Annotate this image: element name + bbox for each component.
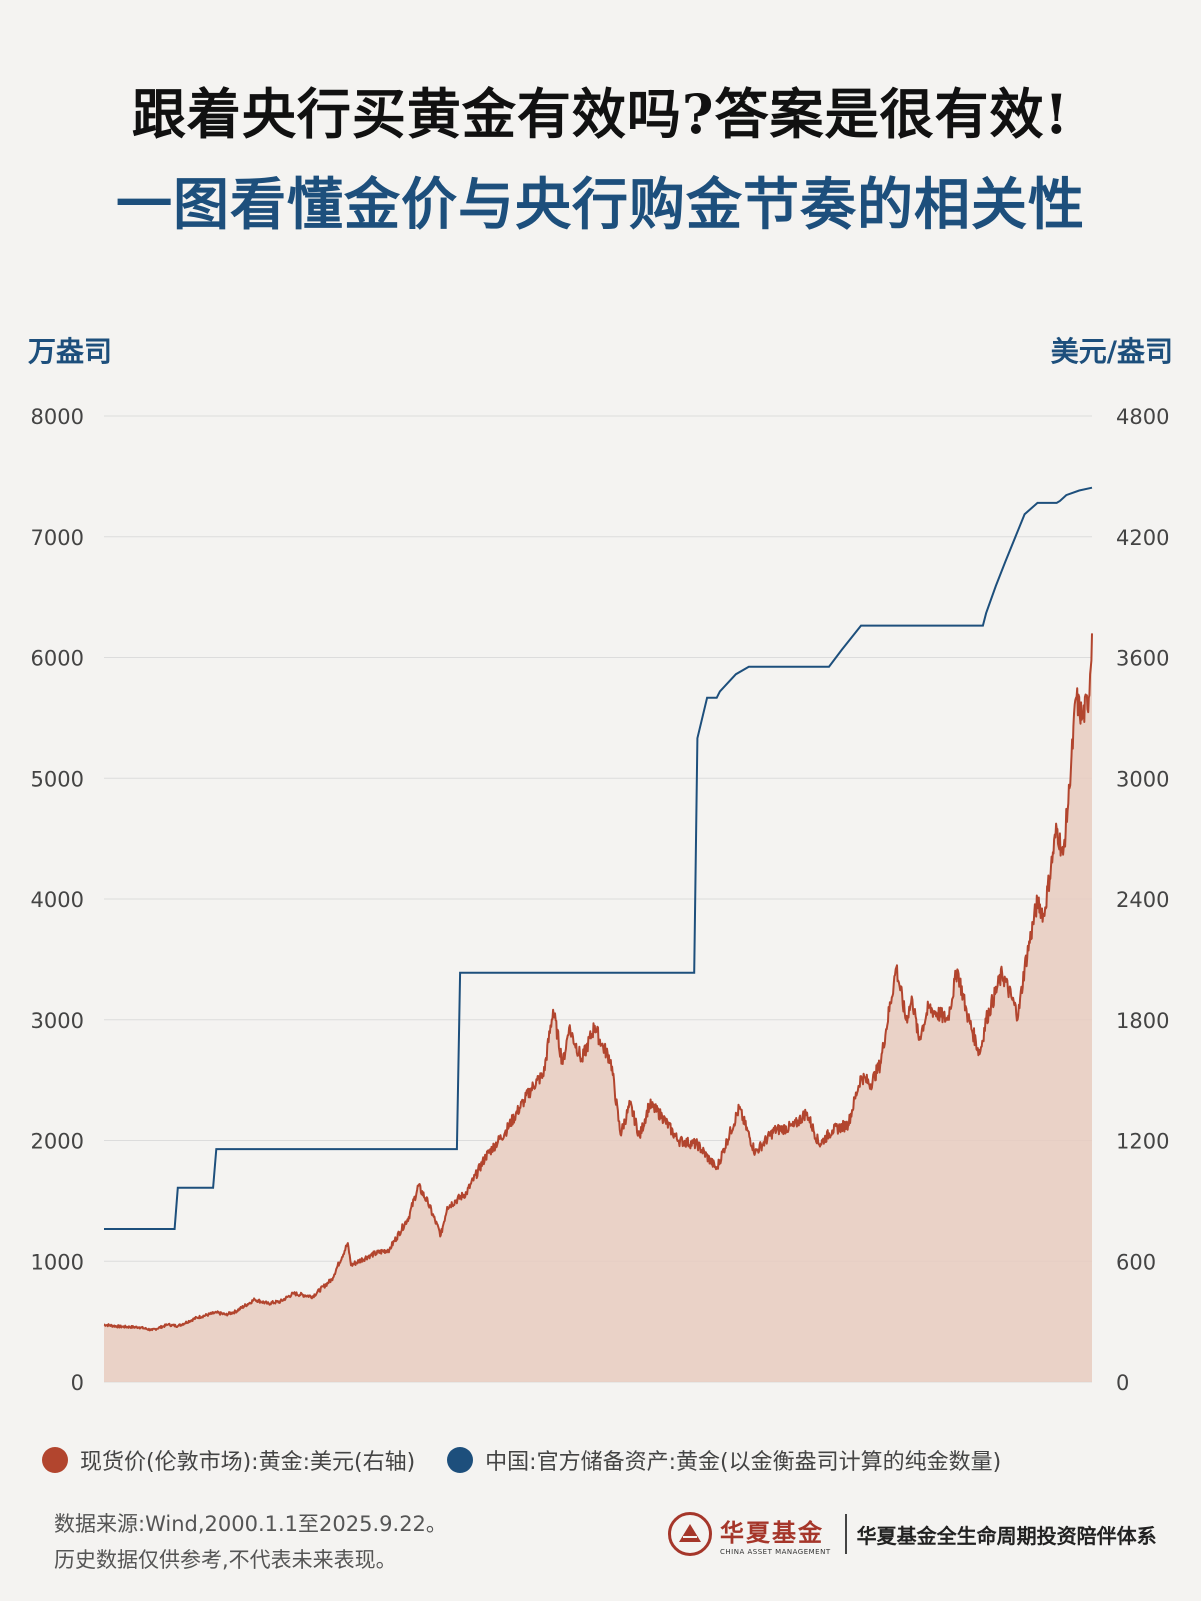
y-right-tick-label: 600 — [1116, 1250, 1156, 1274]
left-axis-unit: 万盎司 — [28, 335, 113, 368]
y-right-tick-label: 4200 — [1116, 526, 1169, 550]
legend-item-price: 现货价(伦敦市场):黄金:美元(右轴) — [42, 1444, 415, 1476]
legend-item-reserve: 中国:官方储备资产:黄金(以金衡盎司计算的纯金数量) — [447, 1444, 1001, 1476]
y-left-tick-label: 5000 — [31, 767, 84, 791]
legend-label-price: 现货价(伦敦市场):黄金:美元(右轴) — [80, 1450, 416, 1475]
grid-lines — [104, 415, 1092, 1383]
y-right-tick-label: 3000 — [1116, 767, 1169, 791]
chart-title: 跟着央行买黄金有效吗?答案是很有效! — [131, 82, 1070, 146]
y-right-tick-label: 1800 — [1116, 1009, 1169, 1033]
legend-label-reserve: 中国:官方储备资产:黄金(以金衡盎司计算的纯金数量) — [485, 1450, 1002, 1475]
reserve-series-swatch — [447, 1447, 474, 1473]
y-left-tick-label: 3000 — [31, 1009, 84, 1033]
y-right-tick-label: 4800 — [1116, 405, 1169, 429]
brand-divider — [844, 1514, 847, 1554]
y-left-tick-label: 1000 — [31, 1250, 84, 1274]
brand-block: 华夏基金 CHINA ASSET MANAGEMENT 华夏基金全生命周期投资陪… — [668, 1512, 1157, 1556]
y-left-tick-label: 7000 — [31, 526, 84, 550]
price-area-fill — [104, 633, 1092, 1382]
price-area — [104, 633, 1092, 1382]
brand-logo-icon — [668, 1512, 712, 1556]
y-right-tick-label: 2400 — [1116, 888, 1169, 912]
axis-labels: 0 0 1000 600 2000 1200 3000 1800 4000 2400 5000 300… — [31, 405, 1170, 1395]
y-right-tick-label: 3600 — [1116, 647, 1169, 671]
source-line-2: 历史数据仅供参考,不代表未来表现。 — [54, 1548, 397, 1572]
reserve-series-line — [104, 486, 1093, 1230]
brand-slogan: 华夏基金全生命周期投资陪伴体系 — [856, 1523, 1157, 1548]
y-left-tick-label: 4000 — [31, 888, 84, 912]
price-series-line — [103, 633, 1093, 1332]
brand-english-name: CHINA ASSET MANAGEMENT — [720, 1547, 831, 1556]
chart-subtitle: 一图看懂金价与央行购金节奏的相关性 — [116, 172, 1085, 238]
brand-name: 华夏基金 — [720, 1518, 824, 1547]
price-series-swatch — [42, 1447, 68, 1473]
right-axis-unit: 美元/盎司 — [1050, 335, 1173, 368]
y-left-tick-label: 2000 — [31, 1130, 84, 1154]
y-left-tick-label: 0 — [71, 1371, 84, 1395]
source-note: 数据来源:Wind,2000.1.1至2025.9.22。 历史数据仅供参考,不… — [54, 1506, 447, 1578]
source-line-1: 数据来源:Wind,2000.1.1至2025.9.22。 — [54, 1512, 447, 1536]
series-lines — [103, 486, 1093, 1332]
y-left-tick-label: 6000 — [31, 647, 84, 671]
gold-price-reserve-chart: 0 0 1000 600 2000 1200 3000 1800 4000 2400 5000 300… — [31, 405, 1170, 1395]
y-right-tick-label: 0 — [1116, 1371, 1129, 1395]
legend: 现货价(伦敦市场):黄金:美元(右轴) 中国:官方储备资产:黄金(以金衡盎司计算… — [42, 1444, 1182, 1476]
y-left-tick-label: 8000 — [31, 405, 84, 429]
y-right-tick-label: 1200 — [1116, 1130, 1169, 1154]
